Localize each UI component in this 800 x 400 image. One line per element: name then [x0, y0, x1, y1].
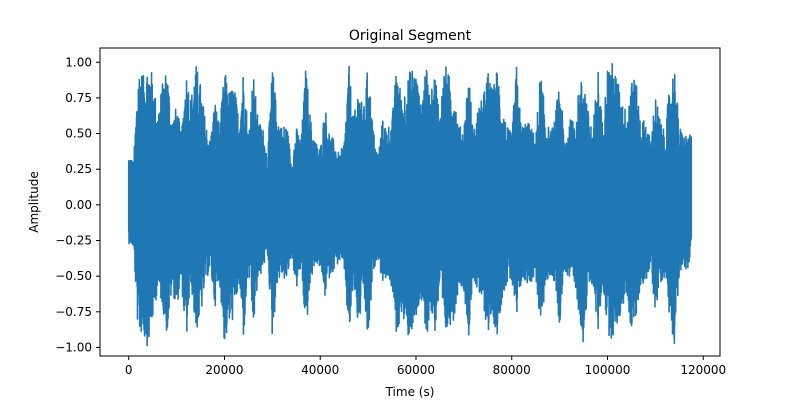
plot-area — [127, 62, 693, 347]
x-axis-label: Time (s) — [385, 385, 435, 399]
waveform-line — [127, 62, 693, 347]
plot-frame — [99, 47, 721, 357]
x-tick-label: 40000 — [301, 363, 339, 377]
y-axis: −1.00 −0.75 −0.50 −0.25 0.00 0.25 0.50 0.75 1.00 — [55, 55, 100, 354]
y-axis-label: Amplitude — [27, 171, 41, 233]
y-tick-label: −0.75 — [55, 305, 92, 319]
y-tick-label: −1.00 — [55, 340, 92, 354]
x-tick-label: 80000 — [493, 363, 531, 377]
y-tick-label: 0.00 — [65, 198, 92, 212]
x-tick-label: 120000 — [680, 363, 726, 377]
y-tick-label: 0.75 — [65, 91, 92, 105]
y-tick-label: 0.25 — [65, 162, 92, 176]
x-tick-label: 20000 — [205, 363, 243, 377]
y-tick-label: −0.25 — [55, 234, 92, 248]
y-tick-label: −0.50 — [55, 269, 92, 283]
x-axis: 0 20000 40000 60000 80000 100000 120000 — [125, 356, 726, 377]
y-tick-label: 1.00 — [65, 55, 92, 69]
x-tick-label: 60000 — [397, 363, 435, 377]
y-tick-label: 0.50 — [65, 127, 92, 141]
x-tick-label: 0 — [125, 363, 133, 377]
chart-title: Original Segment — [349, 28, 472, 44]
x-tick-label: 100000 — [585, 363, 631, 377]
